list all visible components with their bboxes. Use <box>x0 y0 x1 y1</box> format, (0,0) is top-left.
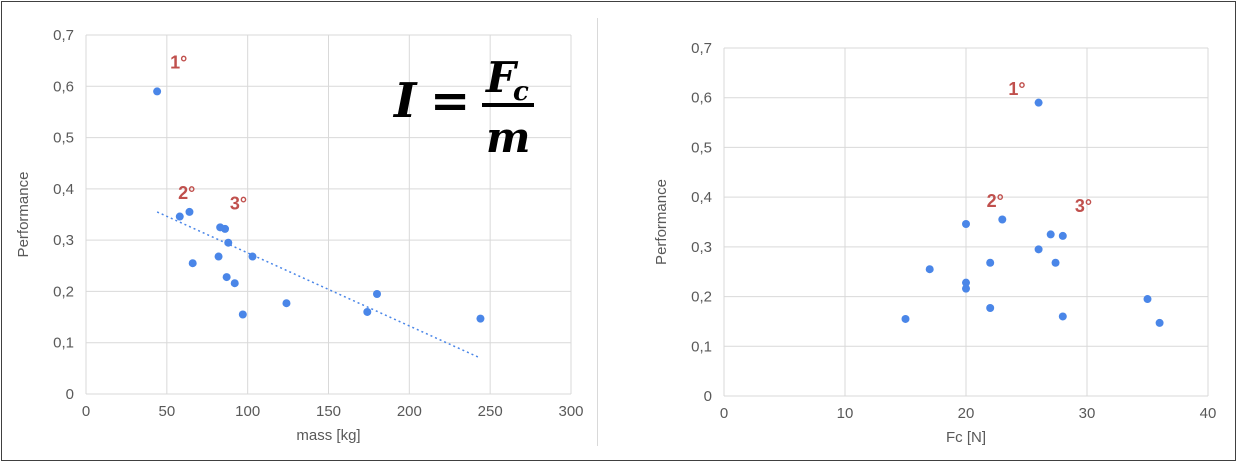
rank-annotation: 2° <box>178 183 195 203</box>
y-tick-label: 0,1 <box>691 338 712 355</box>
chart-force-vs-performance: 0 10 20 30 40 0 0,1 0,2 0,3 0,4 0,5 0,6 0,7 Fc [N] Per… <box>653 40 1217 446</box>
y-tick-label: 0,3 <box>691 239 712 256</box>
x-tick-label: 250 <box>478 403 503 420</box>
y-tick-label: 0,6 <box>691 90 712 107</box>
x-tick-label: 0 <box>82 403 90 420</box>
data-point <box>1034 245 1043 254</box>
data-point <box>373 289 381 298</box>
x-tick-label: 0 <box>720 405 728 422</box>
x-tick-label: 40 <box>1200 405 1217 422</box>
data-point <box>363 307 372 316</box>
data-point <box>925 265 934 274</box>
x-tick-label: 300 <box>558 403 583 420</box>
data-point <box>185 207 194 216</box>
y-tick-label: 0,4 <box>53 181 74 198</box>
y-tick-label: 0,1 <box>53 335 74 352</box>
data-point <box>1046 230 1055 239</box>
y-axis-title: Performance <box>15 172 32 258</box>
y-tick-label: 0,7 <box>691 40 712 57</box>
x-tick-label: 100 <box>235 403 260 420</box>
data-point <box>962 278 970 287</box>
x-axis-title: Fc [N] <box>946 429 986 446</box>
data-point <box>986 304 995 313</box>
data-point <box>230 279 239 288</box>
rank-annotation: 2° <box>987 191 1004 211</box>
y-tick-label: 0 <box>66 386 74 403</box>
x-axis-title: mass [kg] <box>296 427 360 444</box>
trendline <box>156 211 481 359</box>
data-point <box>153 87 162 96</box>
data-point <box>224 238 233 247</box>
data-point <box>901 314 910 323</box>
data-point <box>222 273 231 282</box>
y-tick-label: 0,4 <box>691 189 712 206</box>
formula-numerator: F <box>485 53 519 102</box>
data-point <box>248 252 257 261</box>
y-tick-label: 0,5 <box>691 139 712 156</box>
data-point <box>986 258 995 267</box>
rank-annotation: 3° <box>230 193 247 213</box>
data-point <box>214 252 223 261</box>
y-tick-label: 0,6 <box>53 78 74 95</box>
data-point <box>962 284 970 293</box>
data-point <box>962 219 970 228</box>
data-point <box>188 259 197 268</box>
x-tick-label: 20 <box>958 405 975 422</box>
data-point <box>238 310 247 319</box>
formula-fraction-bar <box>482 103 534 107</box>
rank-annotation: 1° <box>170 52 187 72</box>
y-tick-label: 0,3 <box>53 232 74 249</box>
data-point <box>175 212 184 221</box>
data-point <box>282 299 291 308</box>
data-point <box>1058 231 1067 240</box>
y-tick-label: 0,2 <box>691 289 712 306</box>
y-axis-title: Performance <box>653 179 670 265</box>
chart-mass-vs-performance: 0 50 100 150 200 250 300 0 0,1 0,2 0,3 0,4 0,5 0,6 0,7… <box>15 27 584 444</box>
rank-annotation: 1° <box>1008 79 1025 99</box>
formula-equals: = <box>430 73 470 129</box>
data-point <box>1155 318 1164 327</box>
y-tick-label: 0,5 <box>53 130 74 147</box>
x-tick-label: 200 <box>397 403 422 420</box>
formula-lhs: I <box>392 73 418 129</box>
data-point <box>221 224 230 233</box>
formula-denominator: m <box>486 113 530 162</box>
data-point <box>1058 312 1067 321</box>
data-point <box>1034 98 1043 107</box>
rank-annotation: 3° <box>1075 196 1092 216</box>
formula-numerator-subscript: c <box>513 77 529 107</box>
y-tick-label: 0,7 <box>53 27 74 44</box>
x-tick-label: 150 <box>316 403 341 420</box>
data-point <box>1051 258 1060 267</box>
x-tick-label: 50 <box>158 403 175 420</box>
y-tick-label: 0,2 <box>53 283 74 300</box>
data-point <box>998 215 1007 224</box>
chart-divider <box>597 18 598 446</box>
data-point <box>1143 295 1152 304</box>
data-point <box>476 314 485 323</box>
x-tick-label: 10 <box>837 405 854 422</box>
x-tick-label: 30 <box>1079 405 1096 422</box>
y-tick-label: 0 <box>704 388 712 405</box>
